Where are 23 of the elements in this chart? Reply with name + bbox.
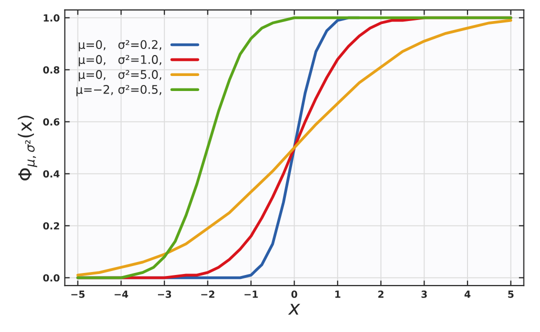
y-axis-title: Φ$_{μ,σ²}$(x) xyxy=(18,116,38,180)
x-tick-label: −3 xyxy=(158,290,172,298)
legend-label: μ=0, σ²=5.0, xyxy=(78,70,162,82)
x-tick-label: −1 xyxy=(244,290,258,298)
x-tick-label: 0 xyxy=(291,290,298,298)
y-tick-label: 1.0 xyxy=(44,14,60,22)
x-tick-label: −2 xyxy=(201,290,214,298)
x-tick-label: −4 xyxy=(114,290,128,298)
y-tick-label: 0.6 xyxy=(43,118,60,126)
x-tick-label: 2 xyxy=(378,290,384,298)
legend-label: μ=0, σ²=0.2, xyxy=(78,40,162,52)
legend-label: μ=−2, σ²=0.5, xyxy=(76,84,162,96)
x-tick-label: −5 xyxy=(71,290,85,298)
x-axis-title: x xyxy=(288,304,300,315)
x-tick-label: 5 xyxy=(508,290,514,298)
y-tick-label: 0.2 xyxy=(43,222,60,230)
x-tick-label: 1 xyxy=(335,290,340,298)
x-tick-label: 3 xyxy=(421,290,427,298)
y-tick-label: 0.8 xyxy=(43,66,60,74)
y-tick-label: 0.0 xyxy=(43,274,60,282)
x-tick-label: 4 xyxy=(464,290,470,298)
legend-label: μ=0, σ²=1.0, xyxy=(78,55,162,66)
y-tick-label: 0.4 xyxy=(43,170,60,178)
